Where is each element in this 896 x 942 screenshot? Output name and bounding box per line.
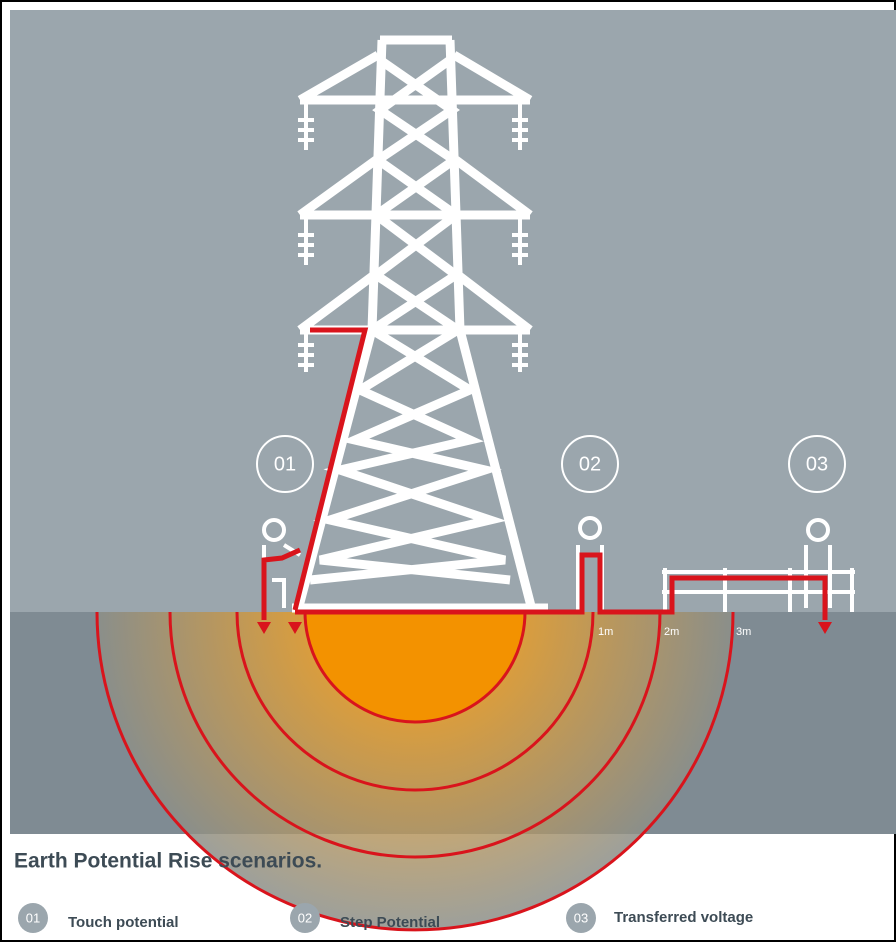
legend-badges: [18, 903, 596, 933]
badge-number: 02: [579, 453, 601, 475]
distance-label: 3m: [736, 626, 751, 638]
legend-number: 02: [298, 910, 312, 925]
arrows: [257, 622, 832, 634]
legend-label: Touch potential: [68, 914, 179, 931]
legend-number: 01: [26, 910, 40, 925]
legend-number: 03: [574, 910, 588, 925]
core-zone: [303, 610, 527, 724]
legend-label: Transferred voltage: [614, 909, 753, 926]
insulators: [298, 104, 528, 372]
distance-label: 1m: [598, 626, 613, 638]
current-path: [261, 327, 828, 620]
distance-label: 2m: [664, 626, 679, 638]
badge-number: 01: [274, 453, 296, 475]
scenario-badges: [256, 435, 846, 493]
legend-label: Step Potential: [340, 914, 440, 931]
badge-number: 03: [806, 453, 828, 475]
caption: Earth Potential Rise scenarios.: [14, 850, 322, 873]
equipotential-lines: [95, 611, 735, 932]
